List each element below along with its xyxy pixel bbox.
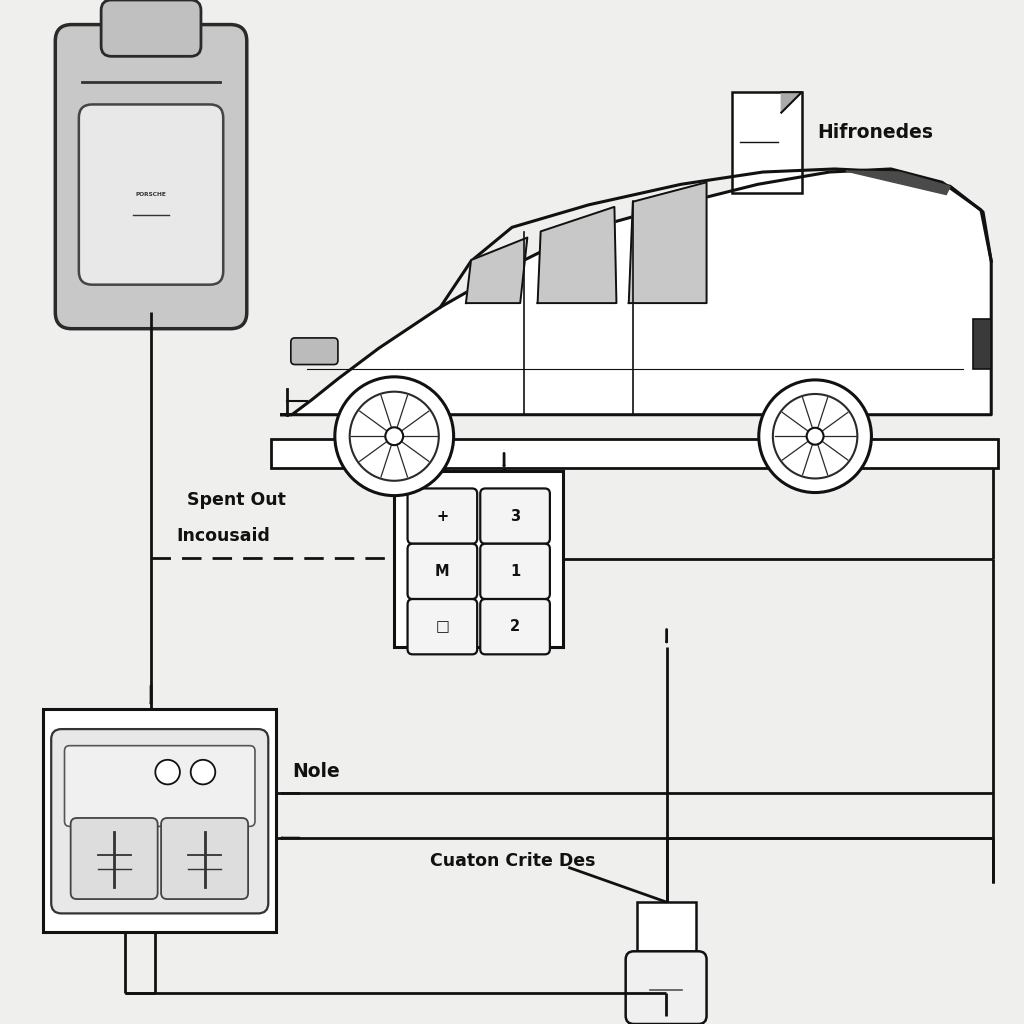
FancyBboxPatch shape bbox=[408, 488, 477, 544]
FancyBboxPatch shape bbox=[408, 599, 477, 654]
Bar bbox=[973, 319, 991, 369]
FancyBboxPatch shape bbox=[480, 544, 550, 599]
Text: +: + bbox=[436, 509, 449, 523]
Circle shape bbox=[350, 392, 438, 481]
Circle shape bbox=[335, 377, 454, 496]
Text: PORSCHE: PORSCHE bbox=[135, 193, 167, 197]
FancyBboxPatch shape bbox=[51, 729, 268, 913]
FancyBboxPatch shape bbox=[480, 599, 550, 654]
FancyBboxPatch shape bbox=[291, 338, 338, 365]
Circle shape bbox=[773, 394, 857, 478]
Polygon shape bbox=[846, 171, 950, 195]
FancyBboxPatch shape bbox=[65, 745, 255, 826]
Bar bbox=[732, 92, 802, 193]
Circle shape bbox=[190, 760, 215, 784]
Circle shape bbox=[156, 760, 180, 784]
Polygon shape bbox=[282, 169, 991, 415]
FancyBboxPatch shape bbox=[408, 544, 477, 599]
Text: 2: 2 bbox=[510, 620, 520, 634]
FancyBboxPatch shape bbox=[626, 951, 707, 1024]
FancyBboxPatch shape bbox=[71, 818, 158, 899]
Polygon shape bbox=[538, 207, 616, 303]
FancyBboxPatch shape bbox=[161, 818, 248, 899]
Bar bbox=[43, 709, 276, 932]
Text: Nole: Nole bbox=[292, 762, 340, 780]
Bar bbox=[394, 471, 563, 647]
Circle shape bbox=[385, 427, 403, 445]
Bar bbox=[271, 439, 998, 468]
Circle shape bbox=[807, 428, 823, 444]
Polygon shape bbox=[629, 182, 707, 303]
Polygon shape bbox=[781, 92, 802, 113]
Text: □: □ bbox=[435, 620, 450, 634]
FancyBboxPatch shape bbox=[480, 488, 550, 544]
Text: 1: 1 bbox=[510, 564, 520, 579]
Text: Incousaid: Incousaid bbox=[177, 526, 270, 545]
FancyBboxPatch shape bbox=[79, 104, 223, 285]
Polygon shape bbox=[466, 238, 527, 303]
Text: Hifronedes: Hifronedes bbox=[817, 123, 933, 141]
FancyBboxPatch shape bbox=[101, 0, 201, 56]
Text: Cuaton Crite Des: Cuaton Crite Des bbox=[430, 852, 596, 870]
Bar bbox=[637, 902, 696, 955]
Text: Spent Out: Spent Out bbox=[187, 492, 286, 509]
FancyBboxPatch shape bbox=[55, 25, 247, 329]
Text: M: M bbox=[435, 564, 450, 579]
Text: 3: 3 bbox=[510, 509, 520, 523]
Circle shape bbox=[759, 380, 871, 493]
